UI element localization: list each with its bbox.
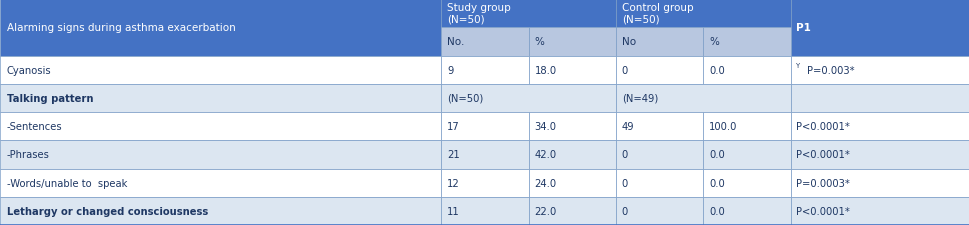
Bar: [615, 169, 703, 197]
Text: 0.0: 0.0: [708, 65, 724, 75]
Text: P1: P1: [796, 23, 810, 33]
Bar: [615, 197, 703, 225]
Bar: [615, 0, 790, 28]
Bar: [528, 28, 615, 56]
Bar: [441, 169, 528, 197]
Bar: [790, 197, 969, 225]
Text: P<0.0001*: P<0.0001*: [796, 150, 850, 160]
Bar: [441, 84, 615, 112]
Text: 0.0: 0.0: [708, 178, 724, 188]
Bar: [790, 84, 969, 112]
Bar: [703, 197, 790, 225]
Text: %: %: [708, 37, 718, 47]
Bar: [615, 84, 790, 112]
Text: 18.0: 18.0: [534, 65, 556, 75]
Text: 100.0: 100.0: [708, 122, 736, 132]
Text: 24.0: 24.0: [534, 178, 556, 188]
Text: %: %: [534, 37, 544, 47]
Text: Cyanosis: Cyanosis: [7, 65, 51, 75]
Text: No.: No.: [447, 37, 464, 47]
Text: P<0.0001*: P<0.0001*: [796, 122, 850, 132]
Text: Talking pattern: Talking pattern: [7, 93, 93, 104]
Bar: [0, 112, 441, 141]
Text: 0.0: 0.0: [708, 150, 724, 160]
Text: 0: 0: [621, 150, 627, 160]
Bar: [703, 141, 790, 169]
Bar: [441, 141, 528, 169]
Text: 0.0: 0.0: [708, 206, 724, 216]
Text: 0: 0: [621, 65, 627, 75]
Text: No: No: [621, 37, 636, 47]
Bar: [528, 141, 615, 169]
Bar: [441, 197, 528, 225]
Bar: [790, 0, 969, 56]
Text: Y: Y: [796, 62, 799, 68]
Bar: [703, 56, 790, 84]
Text: 12: 12: [447, 178, 459, 188]
Text: -Sentences: -Sentences: [7, 122, 62, 132]
Bar: [0, 141, 441, 169]
Bar: [615, 141, 703, 169]
Text: -Phrases: -Phrases: [7, 150, 49, 160]
Bar: [703, 112, 790, 141]
Bar: [441, 112, 528, 141]
Text: 21: 21: [447, 150, 459, 160]
Text: Alarming signs during asthma exacerbation: Alarming signs during asthma exacerbatio…: [7, 23, 235, 33]
Text: (N=50): (N=50): [447, 93, 483, 104]
Text: 42.0: 42.0: [534, 150, 556, 160]
Text: 11: 11: [447, 206, 459, 216]
Text: Lethargy or changed consciousness: Lethargy or changed consciousness: [7, 206, 207, 216]
Text: (N=49): (N=49): [621, 93, 657, 104]
Bar: [615, 56, 703, 84]
Text: 0: 0: [621, 178, 627, 188]
Bar: [441, 0, 615, 28]
Bar: [790, 141, 969, 169]
Text: Control group
(N=50): Control group (N=50): [621, 3, 693, 25]
Bar: [0, 84, 441, 112]
Bar: [790, 56, 969, 84]
Bar: [528, 169, 615, 197]
Text: 17: 17: [447, 122, 459, 132]
Text: 22.0: 22.0: [534, 206, 556, 216]
Bar: [0, 0, 441, 56]
Text: 0: 0: [621, 206, 627, 216]
Bar: [615, 28, 703, 56]
Bar: [0, 56, 441, 84]
Bar: [528, 112, 615, 141]
Bar: [0, 169, 441, 197]
Bar: [0, 197, 441, 225]
Text: -Words/unable to  speak: -Words/unable to speak: [7, 178, 127, 188]
Text: 49: 49: [621, 122, 634, 132]
Text: P<0.0001*: P<0.0001*: [796, 206, 850, 216]
Bar: [441, 28, 528, 56]
Bar: [528, 197, 615, 225]
Bar: [703, 169, 790, 197]
Bar: [703, 28, 790, 56]
Text: P=0.0003*: P=0.0003*: [796, 178, 850, 188]
Text: 34.0: 34.0: [534, 122, 556, 132]
Text: 9: 9: [447, 65, 453, 75]
Text: Study group
(N=50): Study group (N=50): [447, 3, 511, 25]
Bar: [790, 112, 969, 141]
Bar: [441, 56, 528, 84]
Bar: [790, 169, 969, 197]
Bar: [615, 112, 703, 141]
Bar: [528, 56, 615, 84]
Text: P=0.003*: P=0.003*: [806, 65, 854, 75]
